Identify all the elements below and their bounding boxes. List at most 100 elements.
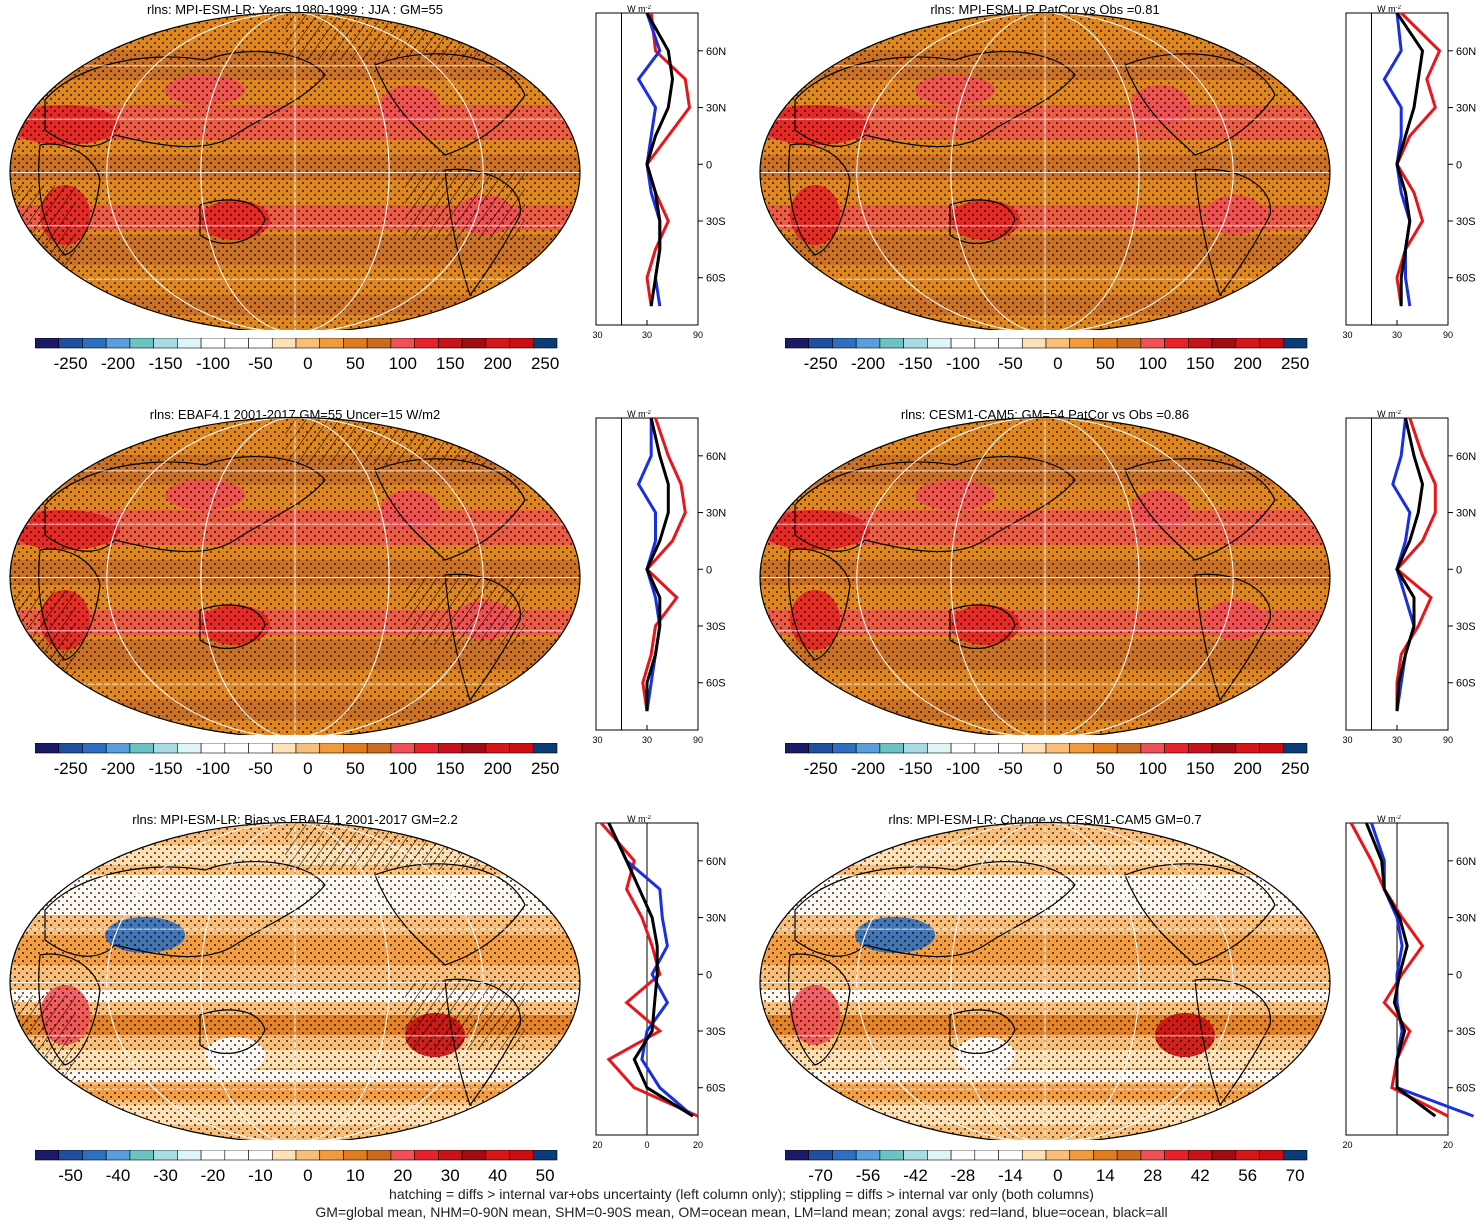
- colorbar-swatch: [927, 1149, 952, 1161]
- coastline: [374, 458, 526, 561]
- colorbar-label: -50: [998, 354, 1023, 373]
- colorbar-label: -100: [946, 759, 980, 778]
- colorbar-label: -200: [101, 354, 135, 373]
- profile-lat-label: 30N: [1456, 508, 1476, 520]
- map-svg: [759, 11, 1331, 330]
- colorbar-swatch: [855, 337, 881, 349]
- zonal-profile-5: W m-2 60N 30N 0 30S 60S -20 0 20: [589, 814, 752, 1170]
- coastline: [199, 199, 266, 244]
- colorbar-swatch: [34, 742, 60, 754]
- colorbar-swatch: [808, 1149, 833, 1161]
- profile-x-tick-label: 30: [642, 330, 652, 340]
- colorbar-swatch: [485, 1149, 510, 1161]
- profile-lat-label: 0: [706, 159, 712, 171]
- colorbar-label: -20: [201, 1166, 226, 1185]
- profile-line-land: [599, 822, 699, 1118]
- profile-lat-label: 30S: [1456, 1026, 1476, 1038]
- colorbar-swatch: [1211, 1149, 1237, 1161]
- colorbar-label: 20: [393, 1166, 412, 1185]
- map-svg: [9, 821, 581, 1140]
- colorbar-label: 250: [1281, 759, 1309, 778]
- colorbar-swatch: [1116, 742, 1142, 754]
- colorbar-label: -100: [946, 354, 980, 373]
- colorbar-label: -56: [856, 1166, 881, 1185]
- profile-lat-label: 60S: [706, 1083, 726, 1095]
- colorbar-swatch: [82, 742, 107, 754]
- colorbar-swatch: [1093, 337, 1118, 349]
- colorbar-label: -50: [248, 759, 273, 778]
- colorbar-swatch: [461, 1149, 487, 1161]
- coastline: [38, 953, 101, 1066]
- map-hatching: [10, 995, 75, 1085]
- profile-unit-label: W m-2: [627, 410, 651, 419]
- map-svg: [759, 821, 1331, 1140]
- profile-line-ocean: [607, 822, 694, 1118]
- colorbar-label: -200: [101, 759, 135, 778]
- colorbar-label: 0: [303, 1166, 312, 1185]
- colorbar-label: 30: [441, 1166, 460, 1185]
- profile-unit-label: W m-2: [1377, 815, 1401, 824]
- colorbar-swatch: [1188, 1149, 1213, 1161]
- colorbar-label: -50: [58, 1166, 83, 1185]
- map-panel-6: rlns: MPI-ESM-LR: Change vs CESM1-CAM5 G…: [755, 812, 1335, 1140]
- colorbar-swatch: [532, 1149, 558, 1161]
- map-border: [759, 416, 1331, 735]
- colorbar-swatch: [1282, 337, 1308, 349]
- colorbar-label: 200: [483, 759, 511, 778]
- colorbar-label: -150: [148, 759, 182, 778]
- colorbar-swatch: [319, 1149, 344, 1161]
- coastline: [788, 143, 851, 256]
- colorbar-swatch: [1140, 1149, 1165, 1161]
- graticule-lon: [950, 12, 1140, 330]
- colorbar-swatch: [129, 1149, 154, 1161]
- coastline: [44, 456, 326, 553]
- map-panel-1: rlns: MPI-ESM-LR: Years 1980-1999 : JJA …: [5, 2, 585, 330]
- coastline: [794, 861, 1076, 958]
- colorbar-swatch: [58, 337, 83, 349]
- colorbar-label: -40: [106, 1166, 131, 1185]
- graticule-lon: [856, 417, 1234, 735]
- zonal-profile-2: W m-2 60N 30N 0 30S 60S -30 30 90: [1339, 4, 1483, 360]
- colorbar-swatch: [998, 337, 1023, 349]
- colorbar: -70 -56 -42 -28 -14 0 14 28 42 56 70: [784, 1149, 1327, 1186]
- colorbar-label: -200: [851, 759, 885, 778]
- profile-line-all: [1395, 417, 1425, 712]
- colorbar-swatch: [177, 1149, 202, 1161]
- colorbar-swatch: [532, 742, 558, 754]
- colorbar-swatch: [1164, 1149, 1189, 1161]
- colorbar-swatch: [58, 742, 83, 754]
- colorbar-swatch: [1140, 742, 1165, 754]
- colorbar: -50 -40 -30 -20 -10 0 10 20 30 40 50: [34, 1149, 577, 1186]
- colorbar: -250 -200 -150 -100 -50 0 50 100 150 200 250: [784, 742, 1327, 779]
- colorbar-label: 0: [1053, 759, 1062, 778]
- colorbar-swatch: [366, 337, 392, 349]
- colorbar-swatch: [414, 337, 439, 349]
- colorbar-label: 70: [1286, 1166, 1305, 1185]
- map-svg: [759, 416, 1331, 735]
- map-hatching: [405, 170, 525, 240]
- colorbar-swatch: [177, 337, 202, 349]
- colorbar-swatch: [532, 337, 558, 349]
- profile-lat-label: 0: [706, 564, 712, 576]
- colorbar-swatch: [438, 742, 463, 754]
- colorbar-swatch: [855, 742, 881, 754]
- colorbar-swatch: [390, 742, 415, 754]
- colorbar-label: -30: [153, 1166, 178, 1185]
- profile-unit-label: W m-2: [627, 815, 651, 824]
- profile-lat-label: 30S: [1456, 621, 1476, 633]
- colorbar-swatch: [927, 337, 952, 349]
- colorbar-swatch: [1211, 337, 1237, 349]
- colorbar-swatch: [414, 742, 439, 754]
- profile-lat-label: 30S: [706, 1026, 726, 1038]
- colorbar-swatch: [129, 337, 154, 349]
- colorbar-swatch: [224, 1149, 249, 1161]
- colorbar-swatch: [1164, 337, 1189, 349]
- graticule-lon: [856, 822, 1234, 1140]
- profile-x-tick-label: 90: [1443, 330, 1453, 340]
- colorbar-label: 10: [346, 1166, 365, 1185]
- colorbar-label: 42: [1191, 1166, 1210, 1185]
- colorbar-label: 100: [1139, 759, 1167, 778]
- colorbar-swatch: [105, 1149, 131, 1161]
- colorbar-swatch: [832, 1149, 857, 1161]
- colorbar-swatch: [950, 1149, 976, 1161]
